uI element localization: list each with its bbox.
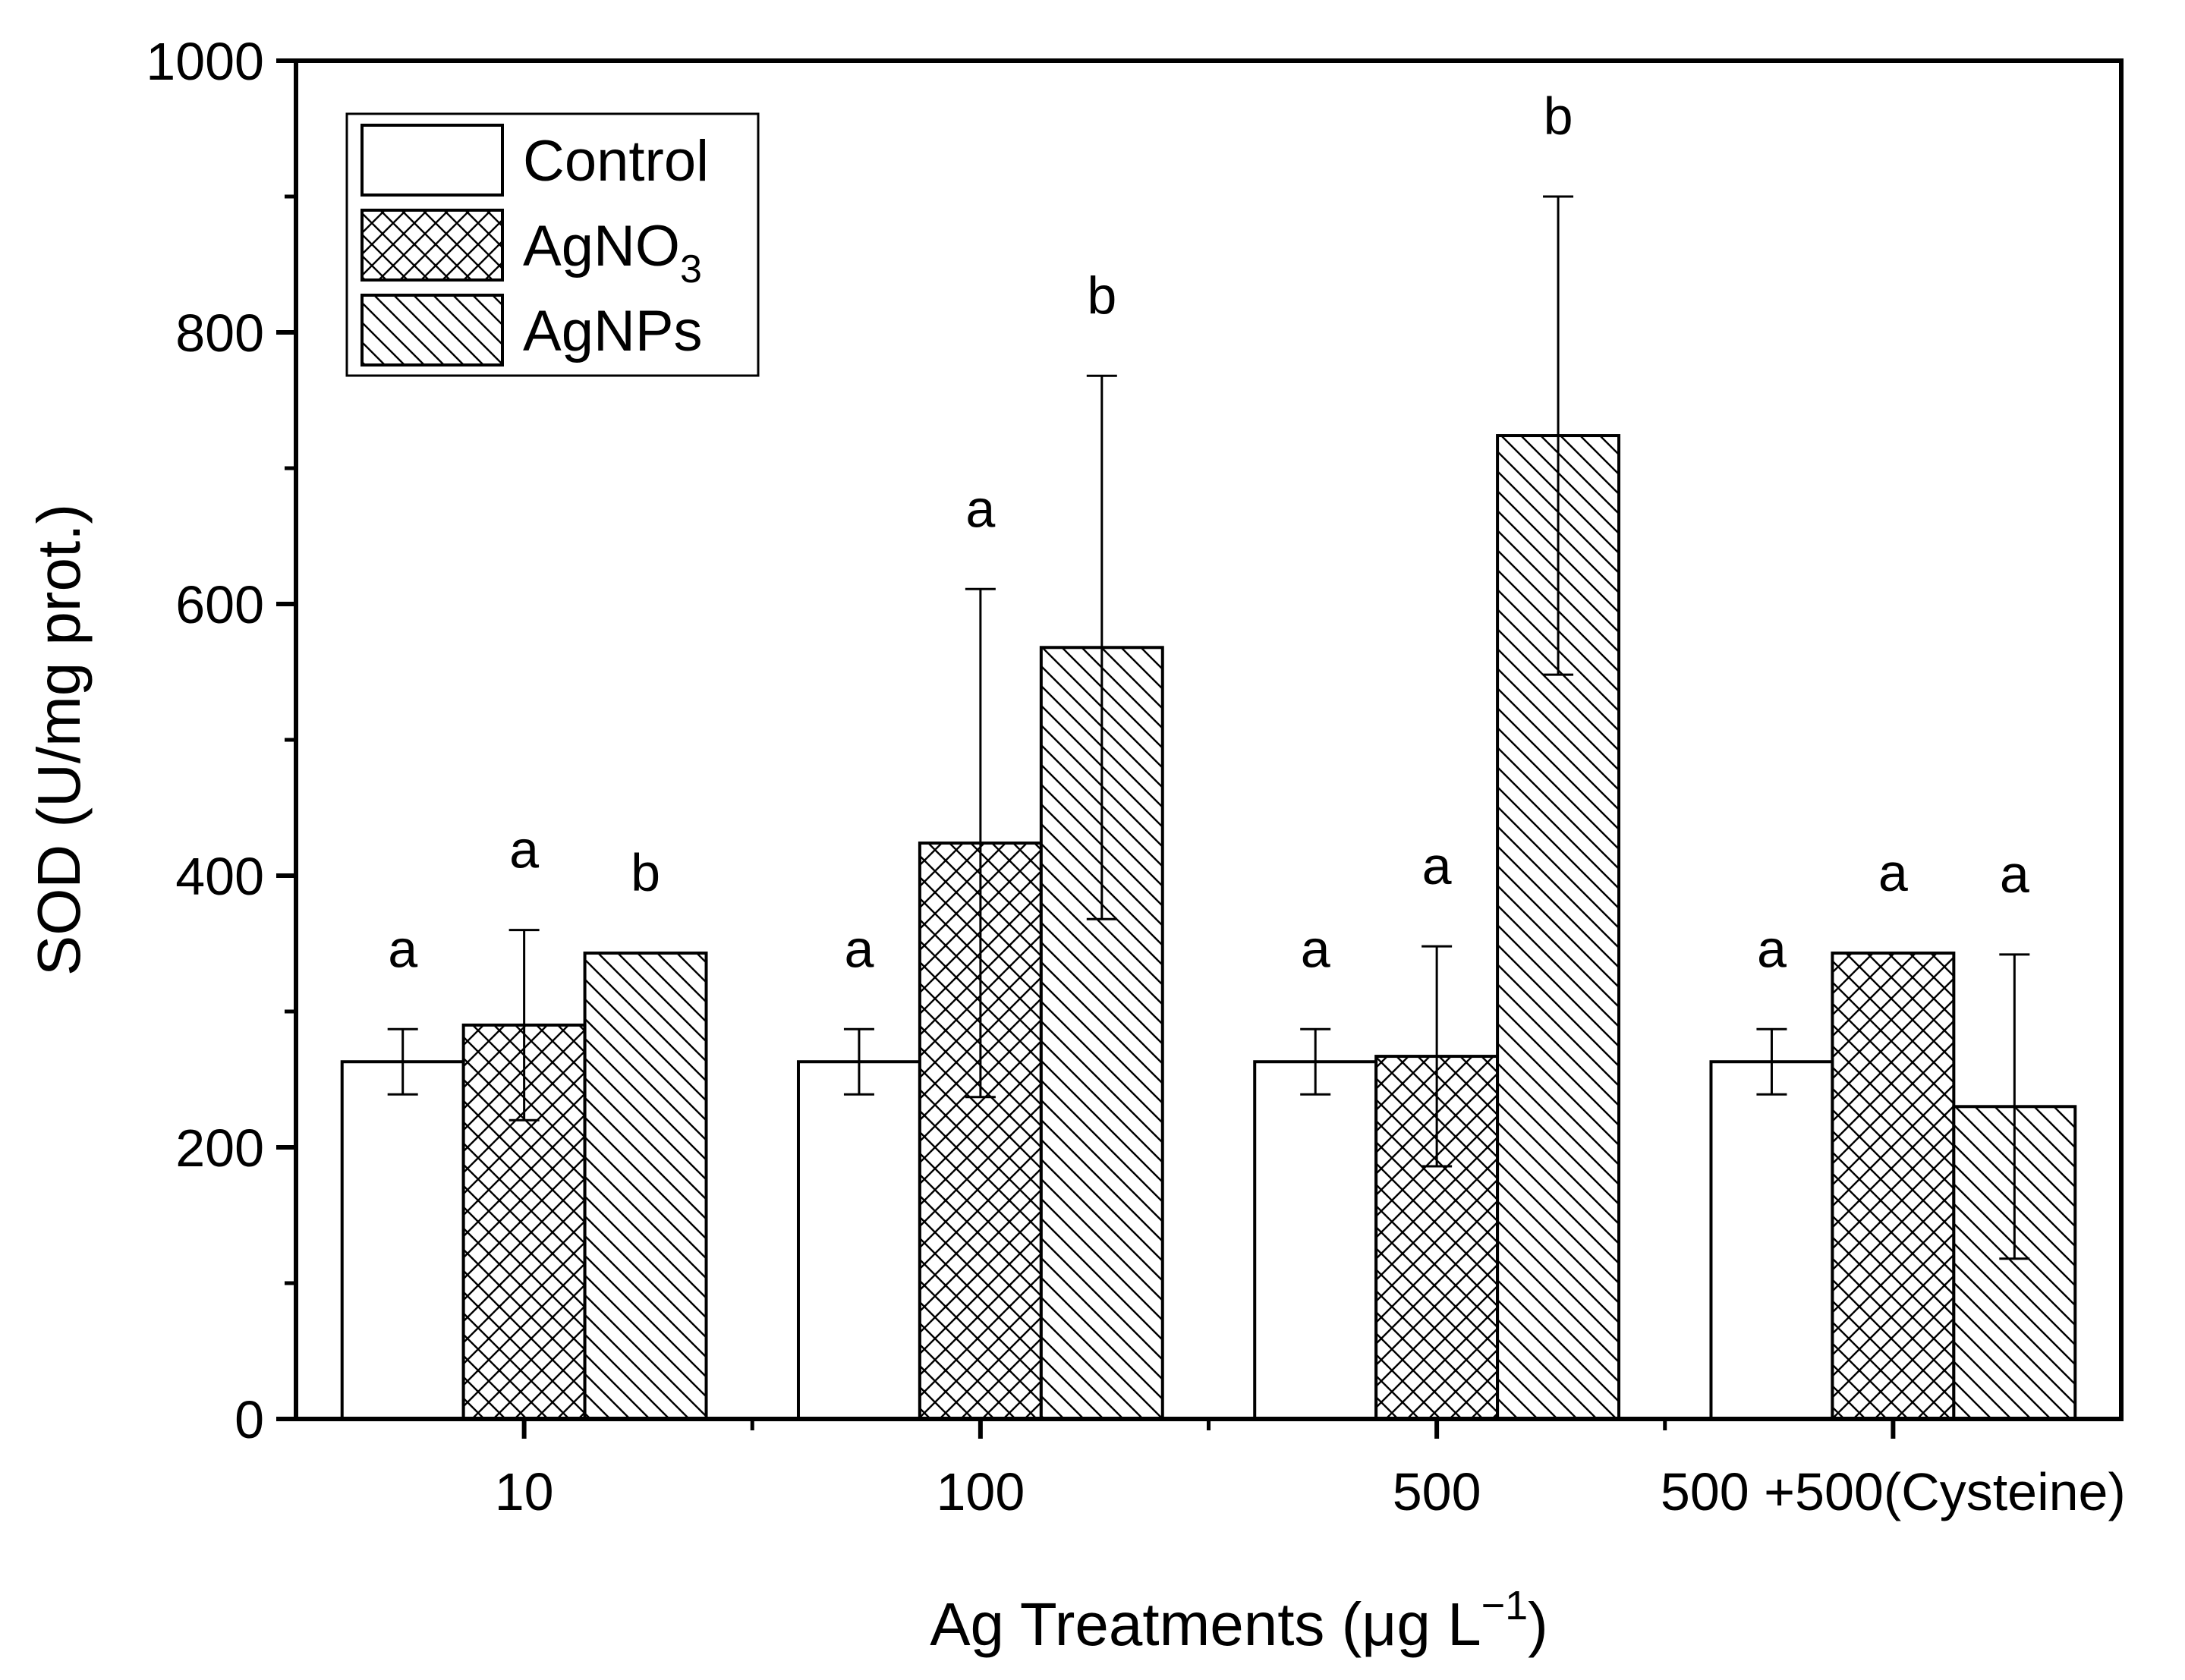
legend: Control AgNO3 AgNPs [345, 112, 760, 377]
significance-letter: a [844, 919, 874, 978]
legend-label: AgNO3 [523, 214, 702, 291]
significance-letters-layer: a a b a a b a a b a a a [388, 87, 2029, 978]
x-tick-label: 100 [936, 1462, 1025, 1521]
legend-label: AgNPs [523, 299, 703, 363]
legend-swatch [360, 209, 504, 282]
error-bars-layer [387, 195, 2030, 1260]
significance-letter: a [1878, 843, 1908, 902]
y-tick-label: 0 [235, 1390, 264, 1449]
legend-label: Control [523, 129, 709, 193]
significance-letter: b [1544, 87, 1573, 146]
x-axis: 10 100 500 500 +500(Cysteine) [495, 1419, 2126, 1521]
significance-letter: a [2000, 845, 2029, 904]
plot-area: a a b a a b a a b a a a [294, 58, 2124, 1421]
bar [1709, 1060, 1834, 1420]
bar [1831, 952, 1956, 1420]
y-tick-label: 400 [175, 847, 264, 906]
bar [583, 952, 708, 1420]
legend-swatch [360, 124, 504, 197]
significance-letter: a [965, 479, 995, 538]
bar [340, 1060, 465, 1420]
legend-swatch [360, 294, 504, 367]
bar [796, 1060, 921, 1420]
x-tick-label: 10 [495, 1462, 554, 1521]
y-tick-label: 600 [175, 575, 264, 634]
significance-letter: a [388, 919, 417, 978]
x-tick-label: 500 +500(Cysteine) [1661, 1462, 2126, 1521]
significance-letter: b [1087, 266, 1116, 325]
y-tick-label: 800 [175, 304, 264, 363]
bar [1253, 1060, 1378, 1420]
significance-letter: a [1422, 836, 1452, 895]
y-axis-title: SOD (U/mg prot.) [25, 504, 93, 976]
x-axis-title: Ag Treatments (μg L−1) [930, 1583, 1548, 1658]
x-tick-label: 500 [1393, 1462, 1481, 1521]
y-tick-label: 1000 [146, 32, 264, 91]
significance-letter: a [509, 820, 539, 879]
significance-letter: b [631, 843, 660, 902]
significance-letter: a [1301, 919, 1330, 978]
bars-layer [340, 434, 2077, 1421]
significance-letter: a [1757, 919, 1787, 978]
y-tick-label: 200 [175, 1118, 264, 1178]
y-axis: 0 200 400 600 800 1000 [146, 32, 296, 1449]
